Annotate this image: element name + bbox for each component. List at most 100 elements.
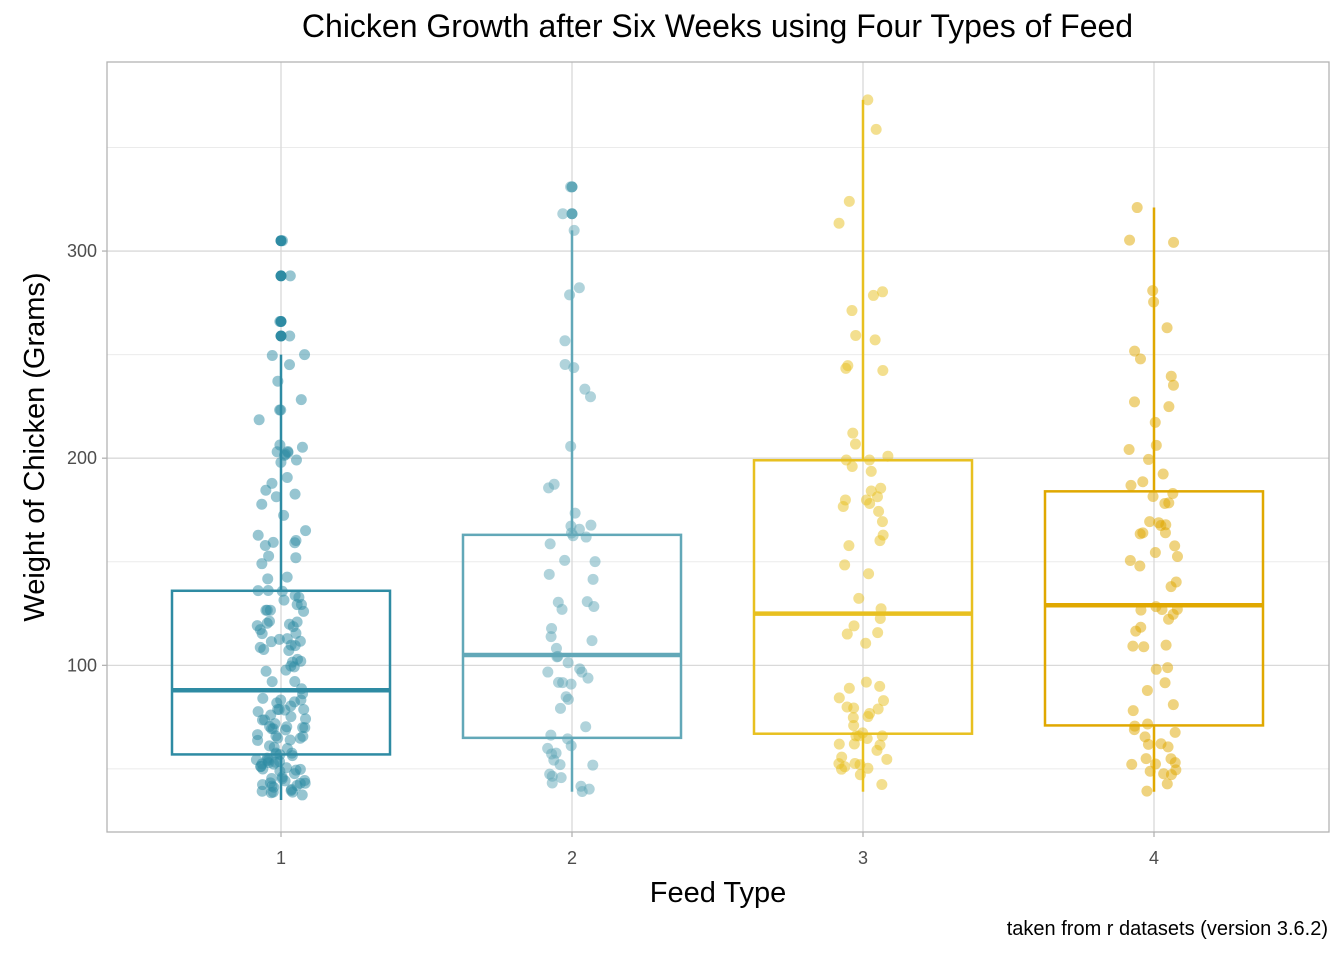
data-point	[1124, 554, 1136, 566]
data-point	[1123, 443, 1135, 455]
data-point	[1134, 528, 1146, 540]
data-point	[299, 774, 311, 786]
data-point	[833, 738, 845, 750]
outlier-point	[275, 270, 287, 282]
data-point	[252, 529, 264, 541]
data-point	[1134, 353, 1146, 365]
data-point	[289, 676, 301, 688]
data-point	[1167, 488, 1179, 500]
data-point	[1138, 641, 1150, 653]
data-point	[587, 573, 599, 585]
data-point	[1170, 764, 1182, 776]
data-point	[846, 305, 858, 317]
data-point	[263, 550, 275, 562]
data-point	[291, 599, 303, 611]
data-point	[546, 777, 558, 789]
box	[461, 533, 683, 740]
data-point	[259, 540, 271, 552]
box	[170, 589, 392, 756]
data-point	[843, 682, 855, 694]
data-point	[564, 289, 576, 301]
data-point	[1162, 741, 1174, 753]
data-point	[257, 692, 269, 704]
data-point	[1150, 663, 1162, 675]
data-point	[574, 663, 586, 675]
caption: taken from r datasets (version 3.6.2)	[1006, 918, 1328, 940]
data-point	[1143, 453, 1155, 465]
data-point	[295, 394, 307, 406]
data-point	[865, 465, 877, 477]
data-point	[1149, 416, 1161, 428]
data-point	[264, 740, 276, 752]
data-point	[882, 450, 894, 462]
data-point	[559, 554, 571, 566]
data-point	[579, 383, 591, 395]
data-point	[1147, 285, 1159, 297]
data-point	[299, 722, 311, 734]
plot-panel-border	[106, 61, 1330, 833]
x-axis-ticks: 1 2 3 4	[276, 832, 1159, 868]
data-point	[1163, 497, 1175, 509]
data-point	[850, 329, 862, 341]
data-point	[860, 637, 872, 649]
data-point	[585, 391, 597, 403]
data-point	[262, 573, 274, 585]
data-point	[839, 559, 851, 571]
data-point	[265, 636, 277, 648]
data-point	[876, 778, 888, 790]
data-point	[1167, 379, 1179, 391]
data-point	[580, 721, 592, 733]
data-point	[266, 676, 278, 688]
data-point	[562, 693, 574, 705]
data-point	[544, 538, 556, 550]
data-point	[291, 616, 303, 628]
data-point	[274, 404, 286, 416]
data-point	[841, 628, 853, 640]
data-point	[251, 620, 263, 632]
data-point	[872, 627, 884, 639]
data-point	[556, 603, 568, 615]
data-point	[256, 498, 268, 510]
data-point	[1171, 550, 1183, 562]
data-point	[1169, 726, 1181, 738]
data-point	[565, 440, 577, 452]
data-point	[261, 604, 273, 616]
data-point	[586, 635, 598, 647]
outlier-point	[566, 208, 578, 220]
data-point	[284, 270, 296, 282]
data-point	[1157, 468, 1169, 480]
data-point	[1161, 322, 1173, 334]
data-point	[296, 789, 308, 801]
data-point	[550, 642, 562, 654]
data-point	[271, 697, 283, 709]
boxes	[170, 99, 1265, 800]
data-point	[1125, 479, 1137, 491]
data-point	[281, 721, 293, 733]
data-point	[278, 594, 290, 606]
data-point	[878, 695, 889, 707]
x-axis-title: Feed Type	[650, 877, 787, 909]
data-point	[290, 534, 302, 546]
data-point	[1162, 662, 1174, 674]
data-point	[542, 742, 554, 754]
data-point	[849, 438, 861, 450]
data-point	[874, 680, 886, 692]
data-point	[284, 734, 296, 746]
data-point	[873, 505, 885, 517]
data-point	[264, 777, 276, 789]
data-point	[876, 730, 888, 742]
data-point	[1163, 401, 1175, 413]
data-point	[1165, 753, 1177, 765]
data-point	[843, 540, 855, 552]
data-point	[281, 472, 293, 484]
data-point	[841, 701, 853, 713]
data-point	[1165, 581, 1177, 593]
data-point	[867, 289, 879, 301]
data-point	[285, 639, 297, 651]
data-point	[871, 744, 883, 756]
data-point	[568, 224, 580, 236]
data-point	[848, 620, 860, 632]
data-point	[300, 713, 312, 725]
data-point	[1127, 705, 1139, 717]
data-point	[1129, 345, 1141, 357]
